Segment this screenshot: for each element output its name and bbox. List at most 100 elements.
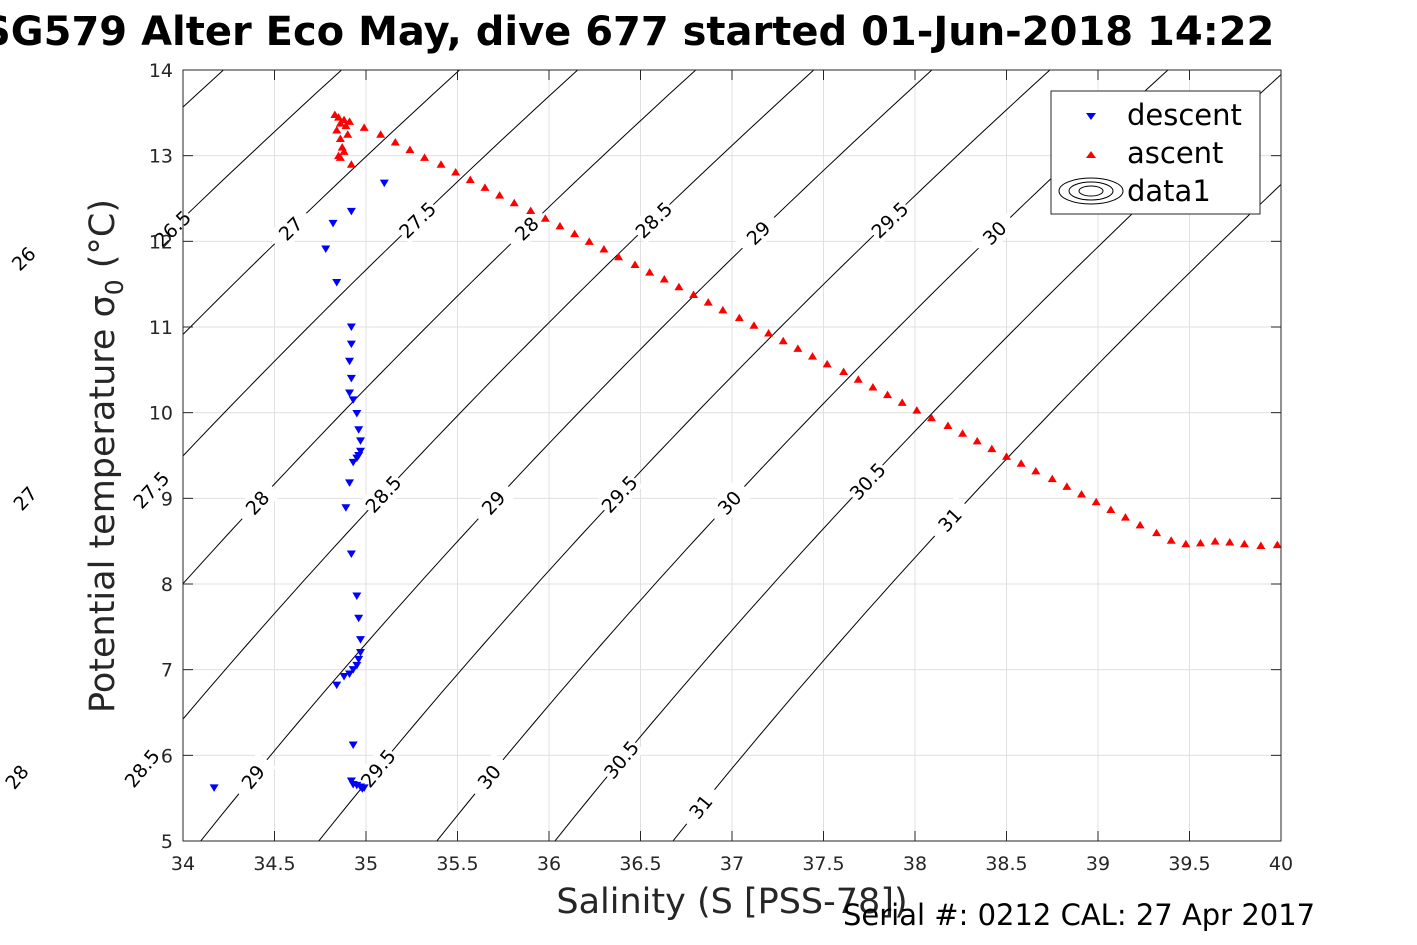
ascent-point: [346, 160, 356, 168]
ascent-point: [436, 160, 446, 168]
x-tick-label: 38: [903, 853, 927, 875]
ascent-point: [1225, 538, 1235, 546]
ascent-point: [1152, 528, 1162, 537]
ascent-point: [465, 175, 475, 184]
contour-label-bg: [359, 469, 407, 519]
y-tick-label: 12: [149, 231, 173, 253]
contour-label-bg: [677, 782, 724, 832]
ascent-point: [764, 328, 774, 337]
contour-label-bg: [465, 752, 513, 802]
ascent-point: [480, 183, 490, 191]
x-tick-label: 39: [1086, 853, 1110, 875]
ascent-point: [614, 252, 624, 261]
contour-label-bg: [502, 204, 551, 253]
ascent-series: [330, 110, 1282, 549]
descent-point: [345, 670, 355, 678]
descent-point: [345, 389, 355, 397]
descent-point: [354, 426, 364, 434]
ascent-point: [334, 113, 344, 121]
descent-point: [354, 655, 364, 664]
x-tick-label: 36.5: [619, 853, 661, 875]
contour-label-bg: [0, 234, 48, 283]
ascent-point: [343, 130, 353, 138]
x-axis-ticks: 34 34.5 35 35.5 36 36.5 37 37.5 38 38.5 39 39.5 40: [171, 70, 1293, 875]
y-tick-label: 9: [161, 488, 173, 510]
ascent-point: [420, 153, 430, 161]
descent-point: [346, 323, 356, 331]
ascent-point: [883, 390, 893, 399]
ascent-point: [345, 117, 355, 125]
contour-label-bg: [925, 495, 974, 545]
ascent-point: [958, 429, 968, 437]
ascent-point: [808, 352, 818, 360]
descent-point: [341, 504, 351, 512]
ascent-point: [853, 375, 863, 383]
descent-point: [359, 784, 369, 792]
ascent-point: [1195, 538, 1205, 547]
y-tick-label: 6: [161, 745, 173, 767]
contour-label-bg: [629, 195, 678, 244]
ascent-point: [339, 147, 349, 155]
descent-series: [209, 179, 389, 793]
legend-ascent-label: ascent: [1127, 136, 1223, 170]
ascent-point: [570, 229, 580, 238]
descent-point: [379, 179, 389, 188]
contour-label-bg: [127, 465, 175, 515]
ascent-point: [718, 305, 728, 314]
ascent-point: [1062, 482, 1072, 490]
descent-point: [352, 454, 362, 463]
ascent-point: [359, 123, 369, 131]
y-tick-label: 8: [161, 574, 173, 596]
ascent-point: [659, 275, 669, 283]
isopycnal-27: [183, 70, 461, 336]
x-tick-label: 37: [720, 853, 744, 875]
legend-data1-label: data1: [1127, 174, 1211, 208]
ascent-point: [897, 398, 907, 406]
ascent-point: [1272, 540, 1282, 549]
descent-point: [356, 447, 366, 456]
descent-point: [346, 207, 356, 216]
ascent-point: [703, 298, 713, 306]
x-tick-label: 34.5: [253, 853, 295, 875]
chart-title-text: SG579 Alter Eco May, dive 677 started 01…: [0, 9, 1275, 55]
legend-ascent-marker: [1086, 151, 1096, 158]
contour-label-bg: [354, 743, 402, 793]
isopycnal-28: [183, 70, 697, 585]
y-tick-label: 13: [149, 146, 173, 168]
contour-label-bg: [233, 478, 281, 527]
isopycnal-31: [672, 183, 1281, 841]
y-axis-ticks: 5 6 7 8 9 10 11 12 13 14: [149, 60, 1281, 853]
ascent-point: [555, 221, 565, 230]
x-tick-label: 39.5: [1168, 853, 1210, 875]
contour-label: 27: [1, 474, 49, 523]
descent-point: [348, 666, 358, 674]
x-tick-label: 37.5: [802, 853, 844, 875]
ascent-point: [1239, 539, 1249, 548]
descent-point: [354, 614, 364, 623]
contour-label-bg: [148, 204, 197, 253]
x-axis-label: Salinity (S [PSS-78]): [556, 882, 907, 922]
x-tick-label: 36: [537, 853, 561, 875]
ascent-point: [376, 130, 386, 138]
contour-label-bg: [229, 752, 277, 802]
y-tick-label: 11: [149, 317, 173, 339]
contour-label: 26.5: [148, 204, 197, 253]
ascent-point: [390, 137, 400, 146]
contour-label-bg: [734, 208, 783, 257]
ascent-point: [926, 413, 936, 422]
contour-label-bg: [970, 208, 1019, 257]
x-tick-label: 35.5: [436, 853, 478, 875]
contour-label: 28.5: [118, 743, 166, 793]
contour-label-bg: [266, 204, 315, 253]
ascent-point: [334, 151, 344, 160]
descent-point: [345, 479, 355, 487]
ascent-point: [599, 245, 609, 253]
y-tick-label: 10: [149, 403, 173, 425]
ascent-point: [689, 290, 699, 298]
ascent-point: [972, 436, 982, 445]
contour-label-bg: [0, 752, 40, 802]
ascent-point: [645, 268, 655, 276]
contour-label-bg: [1, 474, 49, 523]
descent-point: [352, 410, 362, 418]
contour-label: 27.5: [127, 465, 175, 515]
